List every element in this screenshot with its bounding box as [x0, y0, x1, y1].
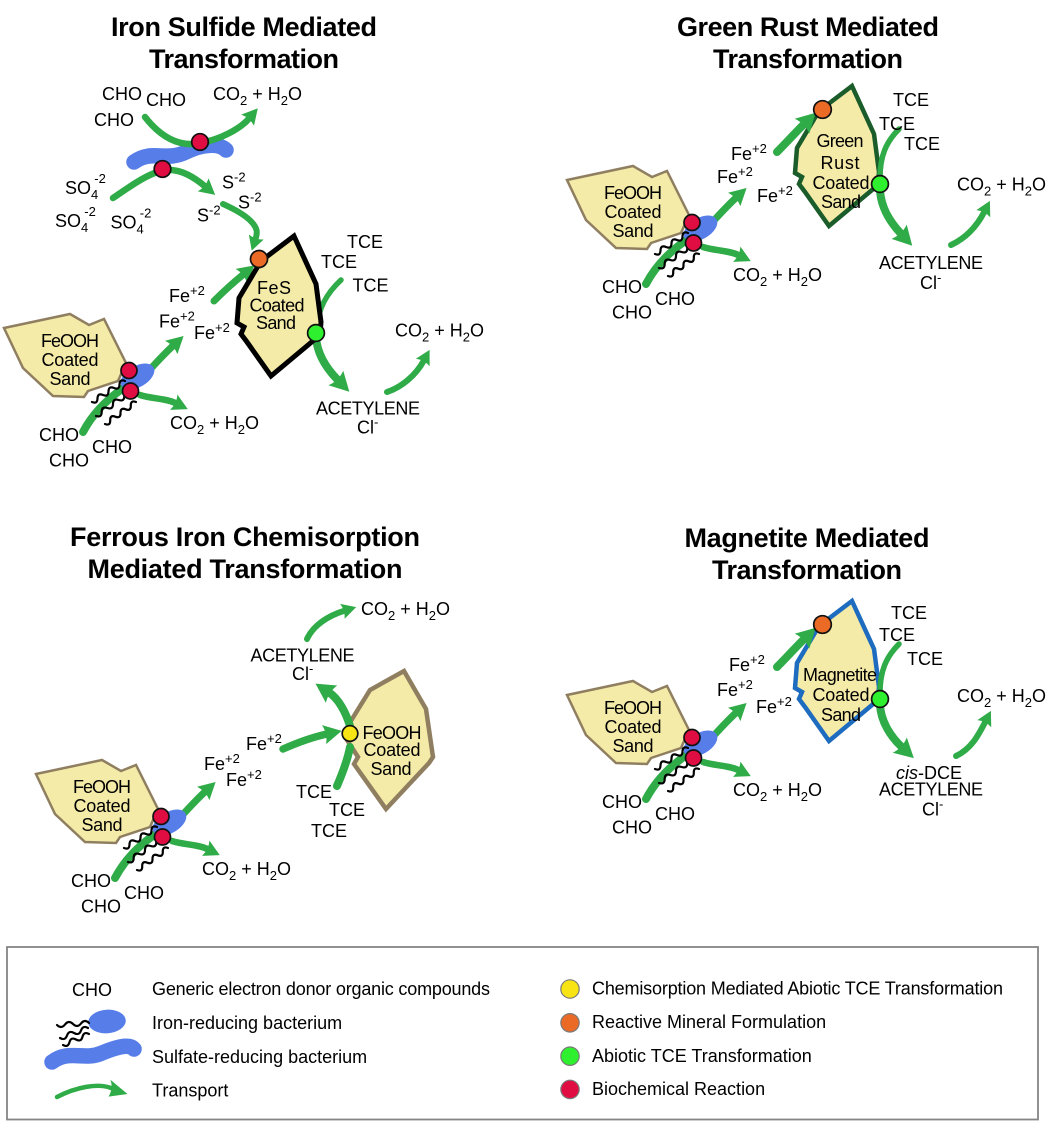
svg-text:TCE: TCE [321, 252, 357, 272]
svg-text:Iron-reducing bacterium: Iron-reducing bacterium [152, 1013, 342, 1033]
svg-text:TCE: TCE [347, 232, 383, 252]
svg-text:TCE: TCE [879, 114, 915, 134]
svg-text:CHO: CHO [94, 110, 134, 130]
svg-text:Sand: Sand [821, 705, 861, 725]
svg-text:Mediated Transformation: Mediated Transformation [88, 554, 403, 584]
svg-text:Green Rust Mediated: Green Rust Mediated [677, 12, 939, 42]
svg-text:Transformation: Transformation [149, 44, 339, 74]
svg-text:Generic electron donor organic: Generic electron donor organic compounds [152, 979, 490, 999]
svg-text:cis-DCE: cis-DCE [896, 763, 962, 783]
svg-text:TCE: TCE [879, 625, 915, 645]
svg-text:Cl-: Cl- [920, 270, 941, 293]
svg-text:Magnetite: Magnetite [803, 665, 877, 685]
svg-text:Fe+2: Fe+2 [169, 283, 205, 306]
svg-text:TCE: TCE [353, 276, 389, 296]
svg-text:Transport: Transport [152, 1081, 228, 1101]
svg-text:Coated: Coated [364, 740, 421, 760]
svg-text:CHO: CHO [102, 84, 142, 104]
svg-text:Sand: Sand [371, 759, 412, 779]
svg-text:Reactive Mineral Formulation: Reactive Mineral Formulation [592, 1012, 826, 1032]
svg-text:Rust: Rust [821, 153, 860, 173]
svg-text:Transformation: Transformation [713, 44, 903, 74]
svg-text:CHO: CHO [72, 980, 112, 1000]
svg-text:Coated: Coated [250, 296, 305, 316]
svg-text:TCE: TCE [907, 649, 943, 669]
svg-text:Sand: Sand [256, 313, 296, 333]
svg-text:Abiotic TCE Transformation: Abiotic TCE Transformation [592, 1046, 812, 1066]
svg-text:Ferrous Iron Chemisorption: Ferrous Iron Chemisorption [70, 522, 420, 552]
svg-text:Cl-: Cl- [357, 415, 378, 438]
svg-text:Green: Green [817, 131, 864, 151]
svg-text:Cl-: Cl- [292, 661, 313, 684]
svg-text:TCE: TCE [311, 821, 347, 841]
svg-text:TCE: TCE [891, 603, 927, 623]
svg-text:FeOOH: FeOOH [363, 723, 422, 743]
svg-text:Coated: Coated [813, 685, 870, 705]
svg-text:Sulfate-reducing bacterium: Sulfate-reducing bacterium [152, 1047, 367, 1067]
svg-text:Iron Sulfide Mediated: Iron Sulfide Mediated [111, 12, 377, 42]
svg-text:Transformation: Transformation [712, 555, 902, 585]
svg-text:Coated: Coated [813, 173, 870, 193]
svg-text:ACETYLENE: ACETYLENE [879, 780, 983, 800]
svg-text:Sand: Sand [821, 192, 861, 212]
svg-text:TCE: TCE [296, 782, 332, 802]
svg-text:Biochemical Reaction: Biochemical Reaction [592, 1079, 765, 1099]
svg-text:Magnetite Mediated: Magnetite Mediated [685, 523, 930, 553]
svg-text:FeS: FeS [257, 278, 291, 298]
svg-text:ACETYLENE: ACETYLENE [251, 646, 355, 666]
svg-text:Cl-: Cl- [922, 797, 943, 820]
svg-text:TCE: TCE [904, 134, 940, 154]
svg-text:ACETYLENE: ACETYLENE [879, 253, 983, 273]
svg-text:TCE: TCE [329, 800, 365, 820]
svg-text:CHO: CHO [146, 90, 186, 110]
svg-text:TCE: TCE [893, 90, 929, 110]
svg-text:ACETYLENE: ACETYLENE [316, 399, 420, 419]
svg-text:Chemisorption Mediated Abiotic: Chemisorption Mediated Abiotic TCE Trans… [592, 979, 1003, 999]
